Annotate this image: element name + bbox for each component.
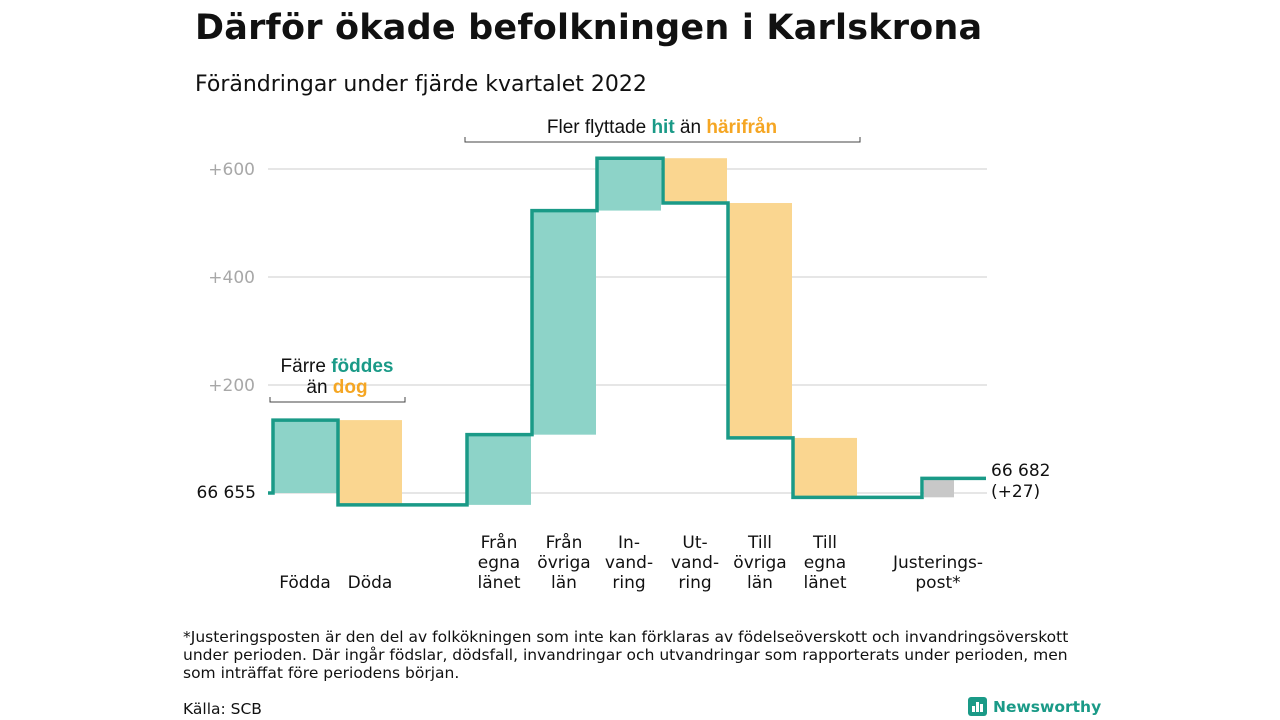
category-label: In- — [618, 533, 640, 553]
waterfall-bar — [467, 434, 531, 505]
cumulative-step-line — [268, 156, 986, 507]
waterfall-bar — [924, 478, 954, 498]
chart-subtitle: Förändringar under fjärde kvartalet 2022 — [195, 72, 647, 97]
category-label: län — [747, 573, 773, 593]
category-label: länet — [803, 573, 846, 593]
y-tick-label: +200 — [208, 376, 255, 396]
annotation-span: härifrån — [706, 117, 777, 138]
annotation-span: Fler flyttade — [547, 117, 652, 138]
category-label: Justerings- — [892, 553, 983, 573]
chart-title: Därför ökade befolkningen i Karlskrona — [195, 8, 983, 48]
bar-chart-icon — [968, 697, 987, 716]
category-label: övriga — [537, 553, 590, 573]
source-label: Källa: SCB — [183, 700, 262, 718]
waterfall-bar — [793, 437, 857, 498]
start-value-label: 66 655 — [197, 483, 256, 503]
category-label: Till — [812, 533, 837, 553]
annotation-span: än — [675, 117, 707, 138]
category-label: vand- — [605, 553, 653, 573]
waterfall-bar — [338, 420, 402, 505]
category-label: län — [551, 573, 577, 593]
waterfall-bar — [532, 210, 596, 435]
brand-logo: Newsworthy — [968, 697, 1101, 716]
category-label: Döda — [348, 573, 393, 593]
end-change-label: (+27) — [991, 482, 1040, 502]
end-value-label: 66 682 — [991, 461, 1050, 481]
births-bracket — [269, 397, 406, 403]
annotation-span: hit — [651, 117, 675, 138]
y-tick-label: +400 — [208, 268, 255, 288]
category-label: Från — [481, 532, 518, 553]
births-annotation-line1: Färre föddes — [281, 356, 394, 377]
waterfall-chart: +200 +400 +600 66 655 66 682(+27) Födda Döda Fr… — [197, 117, 1051, 593]
annotation-span: Färre — [281, 356, 332, 377]
annotation-span: dog — [333, 377, 368, 398]
footnote: *Justeringsposten är den del av folkökni… — [183, 628, 1069, 682]
category-label: Till — [747, 533, 772, 553]
category-label: Från — [546, 532, 583, 553]
category-label: Ut- — [682, 533, 707, 553]
waterfall-bar — [663, 158, 727, 204]
births-annotation-line2: än dog — [306, 377, 367, 398]
migration-bracket — [464, 137, 861, 143]
waterfall-bar — [273, 420, 337, 493]
category-label: ring — [678, 573, 711, 593]
annotation-span: föddes — [331, 356, 393, 377]
y-tick-label: +600 — [208, 160, 255, 180]
category-label: egna — [478, 553, 520, 573]
migration-annotation: Fler flyttade hit än härifrån — [547, 117, 777, 138]
annotation-span: än — [306, 377, 332, 398]
category-label: egna — [804, 553, 846, 573]
category-label: Födda — [279, 573, 331, 593]
brand-name: Newsworthy — [993, 697, 1102, 716]
waterfall-bar — [597, 158, 661, 211]
category-label: ring — [612, 573, 645, 593]
category-label: övriga — [733, 553, 786, 573]
category-label: länet — [477, 573, 520, 593]
waterfall-bar — [728, 203, 792, 438]
category-label: vand- — [671, 553, 719, 573]
category-label: post* — [915, 573, 960, 593]
